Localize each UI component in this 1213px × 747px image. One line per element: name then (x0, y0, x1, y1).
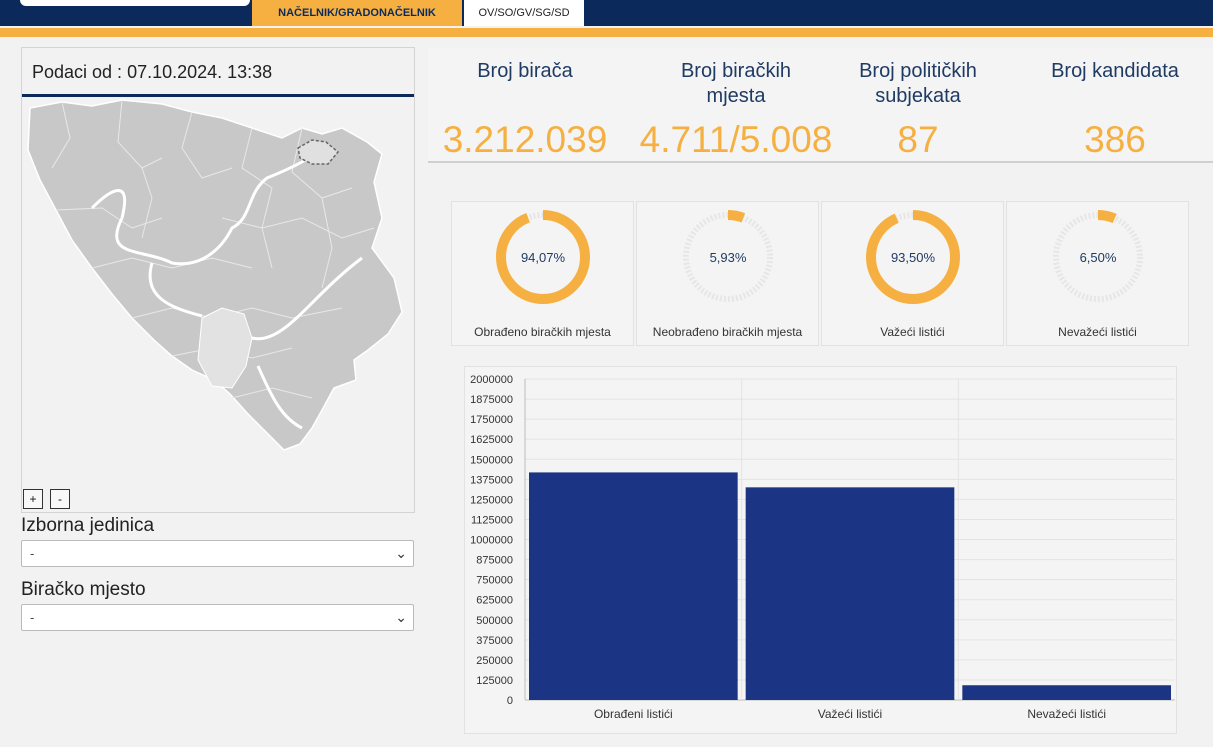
gauge-nevazeci: 6,50% Nevažeći listići (1006, 201, 1189, 346)
gauge-percent: 93,50% (891, 250, 936, 265)
y-tick-label: 750000 (476, 575, 513, 587)
y-tick-label: 0 (507, 695, 513, 707)
y-tick-label: 1000000 (470, 535, 513, 547)
bar (529, 472, 738, 700)
zoom-in-button[interactable]: + (23, 489, 43, 509)
chevron-down-icon: ⌄ (395, 609, 407, 625)
y-tick-label: 1875000 (470, 394, 513, 406)
ballots-bar-chart: 0 125000 250000 375000 500000 625000 750000 875… (464, 366, 1177, 734)
gauge-percent: 6,50% (1080, 250, 1117, 265)
map-country-shape[interactable] (27, 99, 403, 451)
chart-svg: 0 125000 250000 375000 500000 625000 750000 875… (470, 374, 1175, 721)
map-municipality-borders (51, 99, 375, 399)
accent-divider (0, 28, 1213, 37)
gauge-label: Obrađeno biračkih mjesta (474, 325, 611, 339)
gauge-ring: 94,07% (496, 210, 590, 304)
izborna-jedinica-label: Izborna jedinica (21, 515, 155, 536)
y-tick-label: 125000 (476, 675, 513, 687)
stat-politickih-subjekata: Broj političkih subjekata 87 (828, 48, 1008, 160)
gauge-obradeno: 94,07% Obrađeno biračkih mjesta (451, 201, 634, 346)
y-tick-label: 875000 (476, 555, 513, 567)
gauge-ring: 93,50% (866, 210, 960, 304)
biracko-mjesto-value: - (30, 610, 35, 625)
gauge-label: Nevažeći listići (1058, 325, 1137, 339)
gauge-neobradeno: 5,93% Neobrađeno biračkih mjesta (636, 201, 819, 346)
y-tick-label: 625000 (476, 595, 513, 607)
map-selected-municipality[interactable] (297, 139, 340, 165)
chevron-down-icon: ⌄ (395, 545, 407, 561)
stat-label: Broj političkih subjekata (859, 60, 977, 107)
map-panel: Podaci od : 07.10.2024. 13:38 (21, 47, 415, 513)
logo-area (20, 0, 250, 6)
stat-value: 87 (897, 119, 939, 160)
y-tick-label: 250000 (476, 655, 513, 667)
stat-label: Broj kandidata (1051, 60, 1179, 82)
y-tick-label: 1250000 (470, 494, 513, 506)
bar (745, 487, 955, 700)
izborna-jedinica-select[interactable]: - ⌄ (21, 540, 414, 567)
gauge-ring: 5,93% (681, 210, 775, 304)
y-tick-label: 375000 (476, 635, 513, 647)
y-tick-label: 2000000 (470, 374, 513, 386)
izborna-jedinica-value: - (30, 546, 35, 561)
stat-value: 3.212.039 (442, 119, 608, 160)
x-tick-label: Nevažeći listići (1027, 707, 1106, 721)
stat-kandidata: Broj kandidata 386 (1020, 48, 1210, 160)
data-timestamp: Podaci od : 07.10.2024. 13:38 (32, 62, 273, 82)
stat-label: Broj birača (477, 60, 573, 82)
stat-value: 386 (1084, 119, 1146, 160)
y-tick-label: 500000 (476, 615, 513, 627)
stat-birac: Broj birača 3.212.039 (430, 48, 620, 160)
y-tick-label: 1625000 (470, 434, 513, 446)
biracko-mjesto-select[interactable]: - ⌄ (21, 604, 414, 631)
gauge-label: Neobrađeno biračkih mjesta (652, 325, 803, 339)
gauge-percent: 5,93% (710, 250, 747, 265)
y-tick-label: 1375000 (470, 474, 513, 486)
gauge-ring: 6,50% (1051, 210, 1145, 304)
gauge-percent: 94,07% (521, 250, 566, 265)
y-tick-label: 1750000 (470, 414, 513, 426)
y-tick-label: 1125000 (471, 514, 513, 526)
stat-label: Broj biračkih mjesta (680, 60, 792, 107)
tab-ov-so[interactable]: OV/SO/GV/SG/SD (464, 0, 584, 26)
summary-stats: Broj birača 3.212.039 Broj biračkih mjes… (428, 48, 1213, 163)
bar (962, 685, 1171, 700)
zoom-out-button[interactable]: - (50, 489, 70, 509)
map-highlight-region[interactable] (197, 307, 253, 389)
biracko-mjesto-label: Biračko mjesto (21, 579, 146, 600)
y-tick-label: 1500000 (470, 454, 513, 466)
x-tick-label: Obrađeni listići (594, 707, 673, 721)
x-tick-label: Važeći listići (818, 707, 882, 721)
gauge-label: Važeći listići (880, 325, 945, 339)
stat-birackih-mjesta: Broj biračkih mjesta 4.711/5.008 (626, 48, 846, 160)
gauge-vazeci: 93,50% Važeći listići (821, 201, 1004, 346)
tab-nacelnik[interactable]: NAČELNIK/GRADONAČELNIK (252, 0, 462, 26)
map-entity-boundary (90, 146, 363, 430)
bih-map[interactable] (22, 98, 414, 488)
map-header-rule (22, 94, 414, 97)
stat-value: 4.711/5.008 (639, 119, 833, 160)
